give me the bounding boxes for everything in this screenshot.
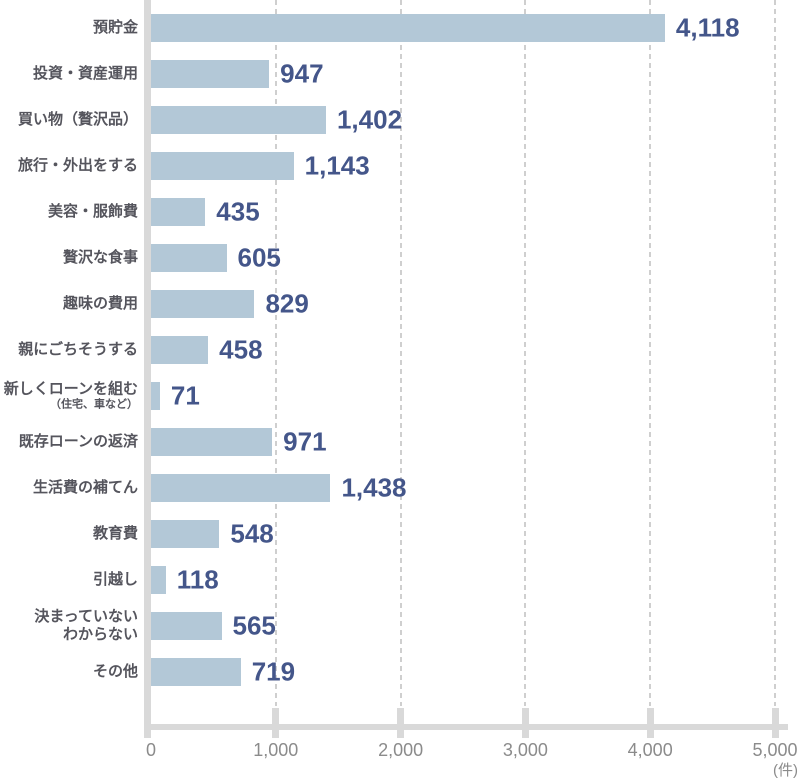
x-tick-label: 4,000 xyxy=(627,740,673,760)
category-label: 買い物（贅沢品） xyxy=(0,111,138,129)
category-label-text: 新しくローンを組む xyxy=(3,380,138,398)
gridline-5000 xyxy=(774,0,776,706)
category-label: 教育費 xyxy=(0,525,138,543)
gridline-3000 xyxy=(524,0,527,706)
category-label: 美容・服飾費 xyxy=(0,203,138,221)
bar xyxy=(151,14,665,42)
value-label: 719 xyxy=(251,656,296,687)
x-tick-label: 2,000 xyxy=(378,740,424,760)
category-label-text: 旅行・外出をする xyxy=(17,157,138,174)
category-label-text: 親にごちそうする xyxy=(18,341,138,358)
x-tick-label: 0 xyxy=(145,740,156,760)
bar xyxy=(151,60,270,88)
category-label-text: 趣味の費用 xyxy=(62,295,138,312)
gridline-4000 xyxy=(649,0,652,706)
tick-mark-1000 xyxy=(272,708,280,738)
x-tick-label: 3,000 xyxy=(502,740,548,760)
x-tick-label: 5,000 xyxy=(752,740,798,760)
value-label: 435 xyxy=(216,196,260,227)
axis-unit-label: (件) xyxy=(773,762,798,779)
value-label: 605 xyxy=(237,242,281,273)
category-sublabel: （住宅、車など） xyxy=(50,398,138,411)
category-label: その他 xyxy=(0,663,138,681)
tick-mark-2000 xyxy=(397,708,405,738)
value-label: 118 xyxy=(176,564,219,595)
value-label: 71 xyxy=(170,380,200,411)
bar xyxy=(151,152,294,180)
category-label-text: 決まっていない xyxy=(34,608,138,625)
category-label: 決まっていない わからない xyxy=(0,608,138,644)
category-label: 引越し xyxy=(0,571,138,589)
bar xyxy=(151,336,209,364)
value-label: 548 xyxy=(230,518,274,549)
y-axis-line xyxy=(144,0,151,738)
bar xyxy=(151,382,160,410)
category-label-text: 生活費の補てん xyxy=(32,479,138,496)
value-label: 4,118 xyxy=(675,12,740,43)
bar xyxy=(151,290,255,318)
bar xyxy=(151,612,222,640)
bar xyxy=(151,658,241,686)
value-label: 971 xyxy=(283,426,327,457)
category-label-line2: わからない xyxy=(62,626,138,643)
category-label: 新しくローンを組む （住宅、車など） xyxy=(0,381,138,412)
bar xyxy=(151,428,273,456)
category-label-text: 贅沢な食事 xyxy=(62,249,138,266)
gridline-2000 xyxy=(399,0,402,706)
bar xyxy=(151,520,220,548)
category-label: 趣味の費用 xyxy=(0,295,138,313)
category-label-text: 預貯金 xyxy=(92,19,138,36)
category-label: 旅行・外出をする xyxy=(0,157,138,175)
category-label: 既存ローンの返済 xyxy=(0,433,138,451)
bar xyxy=(151,566,166,594)
category-label: 贅沢な食事 xyxy=(0,249,138,267)
tick-mark-3000 xyxy=(521,708,529,738)
bar xyxy=(151,474,331,502)
value-label: 1,402 xyxy=(336,104,403,135)
category-label: 生活費の補てん xyxy=(0,479,138,497)
tick-mark-4000 xyxy=(646,708,654,738)
category-label: 預貯金 xyxy=(0,19,138,37)
category-label-text: 投資・資産運用 xyxy=(32,65,138,82)
category-label: 親にごちそうする xyxy=(0,341,138,359)
value-label: 458 xyxy=(219,334,263,365)
bar xyxy=(151,244,227,272)
category-label-text: 既存ローンの返済 xyxy=(18,433,138,450)
category-label-text: 教育費 xyxy=(92,525,138,542)
category-label-text: 引越し xyxy=(92,571,138,588)
value-label: 1,438 xyxy=(341,472,407,503)
value-label: 829 xyxy=(265,288,309,319)
value-label: 947 xyxy=(280,58,324,89)
value-label: 1,143 xyxy=(304,150,370,181)
x-tick-label: 1,000 xyxy=(253,740,299,760)
tick-mark-5000 xyxy=(771,708,779,738)
value-label: 565 xyxy=(232,610,276,641)
gridline-1000 xyxy=(274,0,277,706)
x-axis-line xyxy=(144,724,788,730)
category-label-text: 美容・服飾費 xyxy=(47,203,138,220)
bar xyxy=(151,106,326,134)
category-label-text: 買い物（贅沢品） xyxy=(17,111,138,128)
category-label-text: その他 xyxy=(92,663,138,680)
bar xyxy=(151,198,206,226)
category-label: 投資・資産運用 xyxy=(0,65,138,83)
